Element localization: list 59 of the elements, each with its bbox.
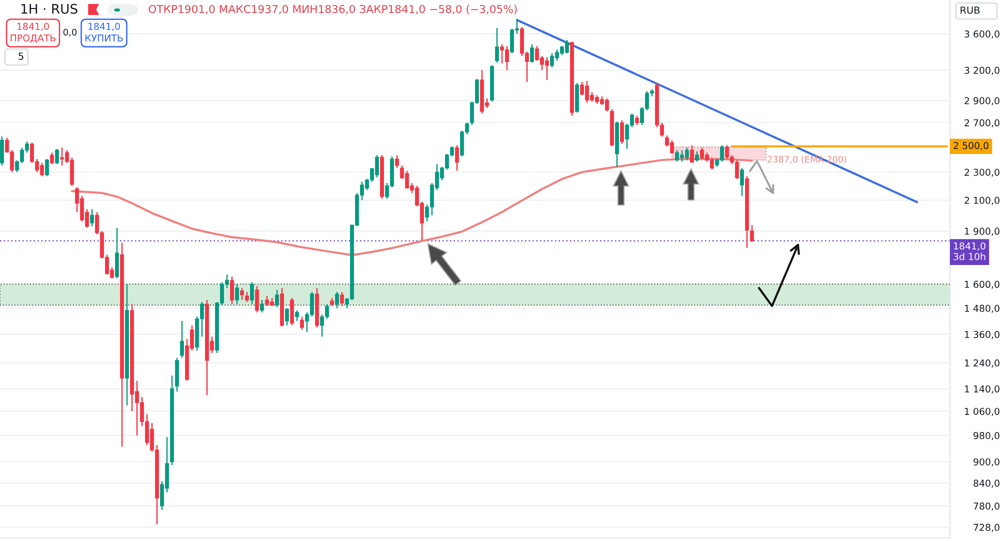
- y-tick-label: 2 900,0: [964, 97, 1000, 106]
- chart-subtitle: ОТКР1901,0 МАКС1937,0 МИН1836,0 ЗАКР1841,0 −58,0 (−3,05%): [148, 4, 517, 14]
- y-tick-label: 3 200,0: [964, 66, 1000, 75]
- y-tick-label: 1 480,0: [964, 304, 1000, 313]
- candlestick: [300, 316, 304, 330]
- candlestick: [45, 158, 49, 177]
- candlestick: [495, 27, 499, 64]
- candlestick: [530, 44, 534, 64]
- annotation: 1841,0 ПРОДАТЬ: [10, 22, 56, 43]
- candlestick: [180, 320, 184, 359]
- y-tick-label: 2 300,0: [964, 168, 1000, 177]
- candlestick: [250, 282, 254, 305]
- annotation: 0,0: [63, 28, 77, 37]
- candlestick: [0, 136, 4, 166]
- candlestick: [245, 291, 249, 303]
- candlestick: [740, 168, 744, 197]
- candlestick: [340, 291, 344, 307]
- candlestick: [230, 276, 234, 305]
- candlestick: [55, 148, 59, 165]
- candlestick: [635, 115, 639, 126]
- annotation: 5: [18, 52, 24, 60]
- candlestick: [455, 144, 459, 172]
- annotation: 2387,0 (EMA 200): [768, 156, 846, 164]
- y-tick-label: 728,0: [974, 524, 1000, 532]
- candlestick: [260, 299, 264, 314]
- text: RUB: [960, 6, 980, 14]
- candlestick: [620, 120, 624, 145]
- candlestick: [90, 208, 94, 227]
- y-tick-label: 1 240,0: [964, 359, 1000, 368]
- y-tick-label: 780,0: [974, 502, 1000, 511]
- y-tick-label: 980,0: [974, 432, 1000, 440]
- y-tick-label: 840,0: [974, 480, 1000, 488]
- y-tick-label: 1 600,0: [964, 280, 1000, 289]
- candlestick: [750, 224, 754, 242]
- candlestick: [295, 310, 299, 322]
- candlestick: [275, 289, 279, 308]
- annotation: 2 500,0: [954, 142, 988, 150]
- y-tick-label: 1 360,0: [964, 330, 1000, 339]
- candlestick: [285, 308, 289, 326]
- y-tick-label: 3 600,0: [964, 30, 1000, 39]
- candlestick: [235, 284, 239, 305]
- y-tick-label: 1 900,0: [964, 228, 1000, 236]
- y-tick-label: 900,0: [974, 458, 1000, 466]
- candlestick: [240, 287, 244, 301]
- ref-line-label: 1841,0 3d 10h: [954, 242, 986, 260]
- y-tick-label: 2 100,0: [964, 196, 1000, 205]
- candlestick: [395, 154, 399, 169]
- annotation: 1841,0 КУПИТЬ: [85, 22, 123, 42]
- y-tick-label: 1 060,0: [964, 408, 1000, 416]
- candlestick: [115, 227, 119, 280]
- y-tick-label: 2 700,0: [964, 119, 1000, 128]
- candlestick: [690, 144, 694, 164]
- candlestick: [290, 297, 294, 326]
- candlestick: [695, 150, 699, 162]
- candlestick: [335, 291, 339, 309]
- y-tick-label: 1 140,0: [964, 385, 1000, 394]
- candlestick: [255, 285, 259, 314]
- chart-title: 1H · RUS: [21, 4, 78, 14]
- candlestick: [50, 152, 54, 165]
